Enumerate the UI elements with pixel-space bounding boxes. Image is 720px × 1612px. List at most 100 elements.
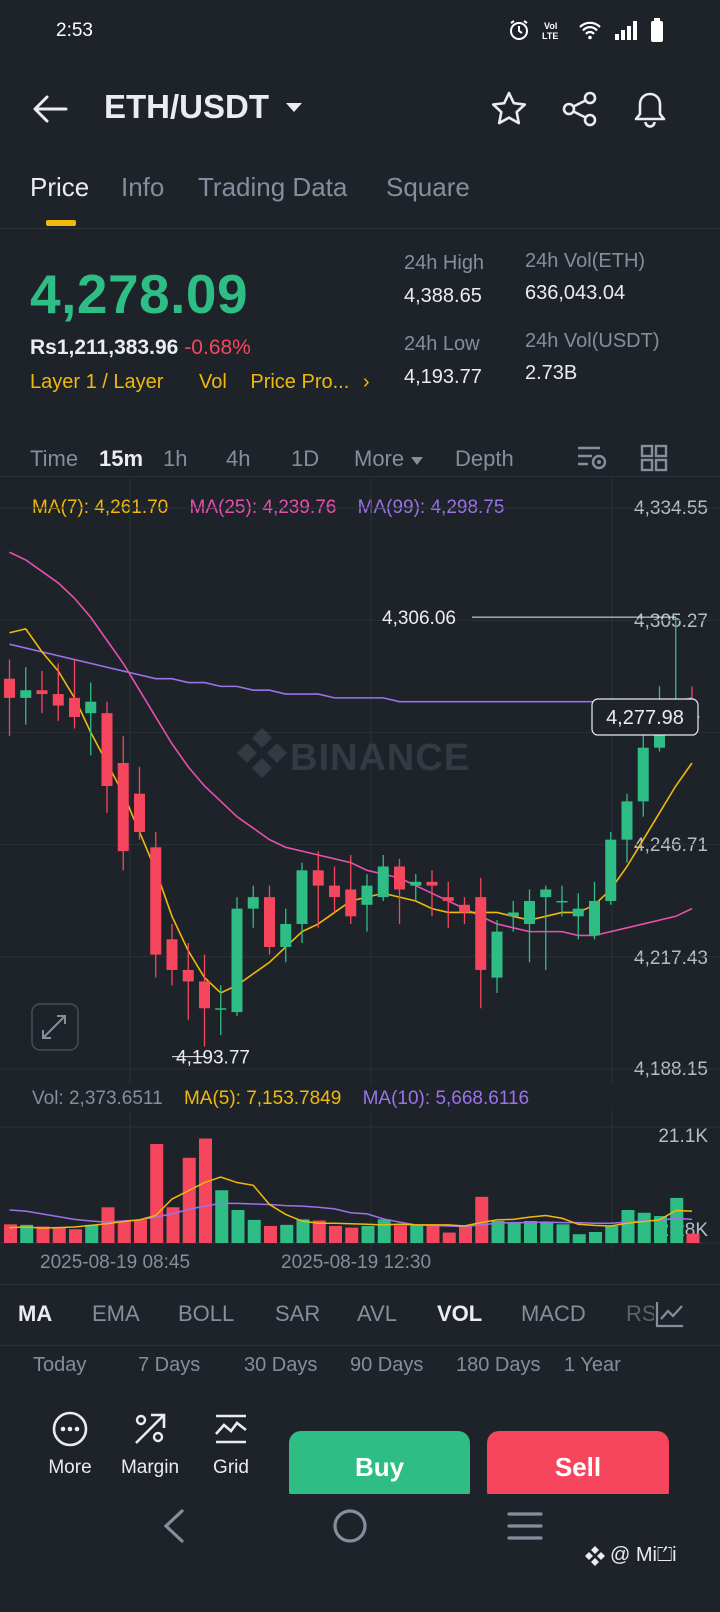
candle-body [572,908,584,917]
period-7d[interactable]: 7 Days [138,1354,201,1376]
period-90d[interactable]: 90 Days [350,1354,424,1376]
volume-bar [637,1212,651,1243]
candle-body [69,697,80,718]
volume-bar [377,1219,391,1243]
volume-bar [426,1225,440,1243]
candle-body [215,1008,227,1010]
nav-back-icon[interactable] [160,1508,190,1544]
vol-eth-label: 24h Vol(ETH) [525,250,646,272]
candle-body [264,897,275,947]
interval-15m[interactable]: 15m [99,446,144,471]
candle-body [524,900,535,924]
indicator-boll[interactable]: BOLL [178,1301,235,1326]
interval-1d[interactable]: 1D [291,446,320,471]
expand-chart-button[interactable] [31,1003,79,1051]
volume-chart[interactable] [0,1110,720,1250]
volume-bar [182,1157,196,1243]
system-nav-bar: @ Mi⏍i [0,1494,720,1612]
battery-icon [651,18,663,42]
tab-info[interactable]: Info [121,172,165,202]
indicator-avl[interactable]: AVL [357,1301,397,1326]
candle-body [345,889,357,917]
indicator-macd[interactable]: MACD [521,1301,586,1326]
interval-time[interactable]: Time [30,446,79,471]
candle-body [377,866,389,898]
high-value: 4,388.65 [404,285,482,307]
price-tick-4: 4,246.71 [634,835,708,856]
candle-body [621,801,633,840]
candle-body [507,912,519,917]
x-tick-1: 2025-08-19 08:45 [40,1252,191,1273]
indicator-bar: MA EMA BOLL SAR AVL VOL MACD RS [0,1284,720,1346]
share-icon[interactable] [561,91,599,127]
volume-bar [296,1219,310,1243]
candle-body [296,870,308,924]
interval-more[interactable]: More [354,446,424,472]
arrow-left-icon[interactable] [32,94,68,124]
volume-bar [312,1220,326,1243]
period-1y[interactable]: 1 Year [564,1354,621,1376]
volume-bar [654,1216,667,1243]
interval-4h[interactable]: 4h [226,446,251,471]
tab-trading-data[interactable]: Trading Data [198,172,348,202]
volume-bars [4,1138,700,1243]
tag-price-pro[interactable]: Price Pro... [250,371,350,393]
indicator-ema[interactable]: EMA [92,1301,140,1326]
margin-icon [135,1413,166,1444]
screenshot-watermark: @ Mi⏍i [584,1544,677,1567]
more-button[interactable]: More [35,1410,105,1479]
candle-body [426,881,438,886]
volume-bar [572,1234,586,1243]
nav-menu-icon[interactable] [507,1510,543,1542]
nav-home-icon[interactable] [332,1508,368,1544]
chevron-right-icon[interactable]: › [362,371,370,393]
bottom-action-bar: More Margin Grid Buy Sell [0,1384,720,1503]
candle-body [280,923,292,947]
indicator-vol[interactable]: VOL [437,1301,483,1326]
grid-button[interactable]: Grid [196,1410,266,1479]
candles [4,617,698,1047]
layout-grid-icon[interactable] [640,444,668,472]
buy-button[interactable]: Buy [289,1431,470,1503]
interval-depth[interactable]: Depth [455,446,514,471]
volume-bar [69,1229,82,1243]
tab-price[interactable]: Price [30,172,90,202]
last-price: 4,278.09 [30,263,249,325]
indicator-sar[interactable]: SAR [275,1301,321,1326]
margin-button[interactable]: Margin [115,1410,185,1479]
chart-settings-icon[interactable] [576,444,608,472]
volume-bar [280,1224,294,1243]
period-30d[interactable]: 30 Days [244,1354,318,1376]
tag-layer[interactable]: Layer 1 / Layer [30,371,164,393]
current-price-tag: 4,277.98 [591,698,699,736]
volume-bar [329,1225,342,1243]
indicator-settings-icon[interactable] [654,1299,686,1329]
volume-bar [4,1224,17,1243]
x-tick-2: 2025-08-19 12:30 [281,1252,432,1273]
tag-vol[interactable]: Vol [198,371,227,393]
vol-ma5-line [9,1176,693,1229]
status-bar: 2:53 Vol LTE [0,0,720,62]
volume-bar [589,1232,602,1243]
volume-bar [85,1224,99,1243]
volume-bar [491,1221,505,1243]
high-label: 24h High [404,252,485,274]
interval-1h[interactable]: 1h [163,446,188,471]
pair-selector[interactable]: ETH/USDT [104,88,305,126]
indicator-ma[interactable]: MA [18,1301,53,1326]
period-today[interactable]: Today [33,1354,87,1376]
candle-body [442,897,454,901]
sell-button[interactable]: Sell [487,1431,669,1503]
star-icon[interactable] [490,90,528,128]
volume-bar [361,1225,375,1243]
tab-square[interactable]: Square [386,172,470,202]
candle-body [312,870,324,886]
period-180d[interactable]: 180 Days [456,1354,541,1376]
volume-bar [686,1233,700,1243]
candlestick-chart[interactable]: BINANCE 4,306.06 4,193.77 4,277.98 [0,478,720,1084]
bell-icon[interactable] [632,90,668,128]
candle-body [4,678,15,698]
indicator-rsi[interactable]: RS [626,1301,657,1326]
grid-bot-icon [215,1414,247,1444]
